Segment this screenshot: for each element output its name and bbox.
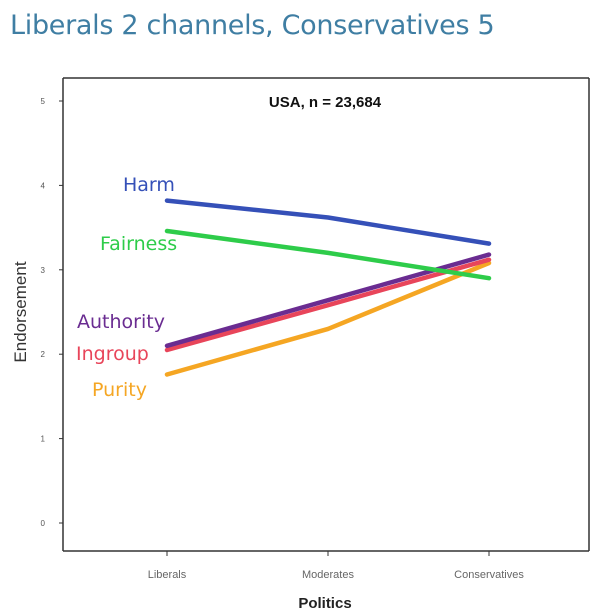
chart-annotation: USA, n = 23,684 (269, 94, 382, 111)
series-line-fairness (164, 228, 492, 281)
series-line-authority (164, 252, 492, 349)
y-axis-title: Endorsement (11, 261, 30, 362)
series-line-ingroup (164, 257, 492, 353)
y-tick-label: 3 (41, 266, 46, 275)
series-label-authority: Authority (77, 311, 165, 333)
slide-title: Liberals 2 channels, Conservatives 5 (10, 10, 495, 41)
y-tick-label: 0 (41, 519, 46, 528)
series-line-purity (164, 260, 492, 377)
x-ticks: Liberals Moderates Conservatives (148, 551, 524, 581)
series-label-fairness: Fairness (100, 233, 177, 255)
x-axis-title: Politics (298, 595, 351, 612)
chart-axes (62, 77, 590, 552)
y-tick-label: 4 (41, 181, 46, 190)
series-labels: Harm Fairness Authority Ingroup Purity (76, 174, 177, 401)
series-label-purity: Purity (92, 379, 147, 401)
series-label-ingroup: Ingroup (76, 343, 149, 365)
series-lines (164, 198, 492, 377)
series-line-harm (164, 198, 492, 246)
x-tick-label-liberals: Liberals (148, 569, 187, 581)
x-tick-label-moderates: Moderates (302, 569, 354, 581)
y-tick-label: 1 (41, 435, 46, 444)
series-label-harm: Harm (123, 174, 175, 196)
y-tick-label: 2 (41, 350, 46, 359)
y-tick-label: 5 (41, 97, 46, 106)
y-ticks: 0 1 2 3 4 5 (41, 97, 63, 528)
x-tick-label-conservatives: Conservatives (454, 569, 524, 581)
